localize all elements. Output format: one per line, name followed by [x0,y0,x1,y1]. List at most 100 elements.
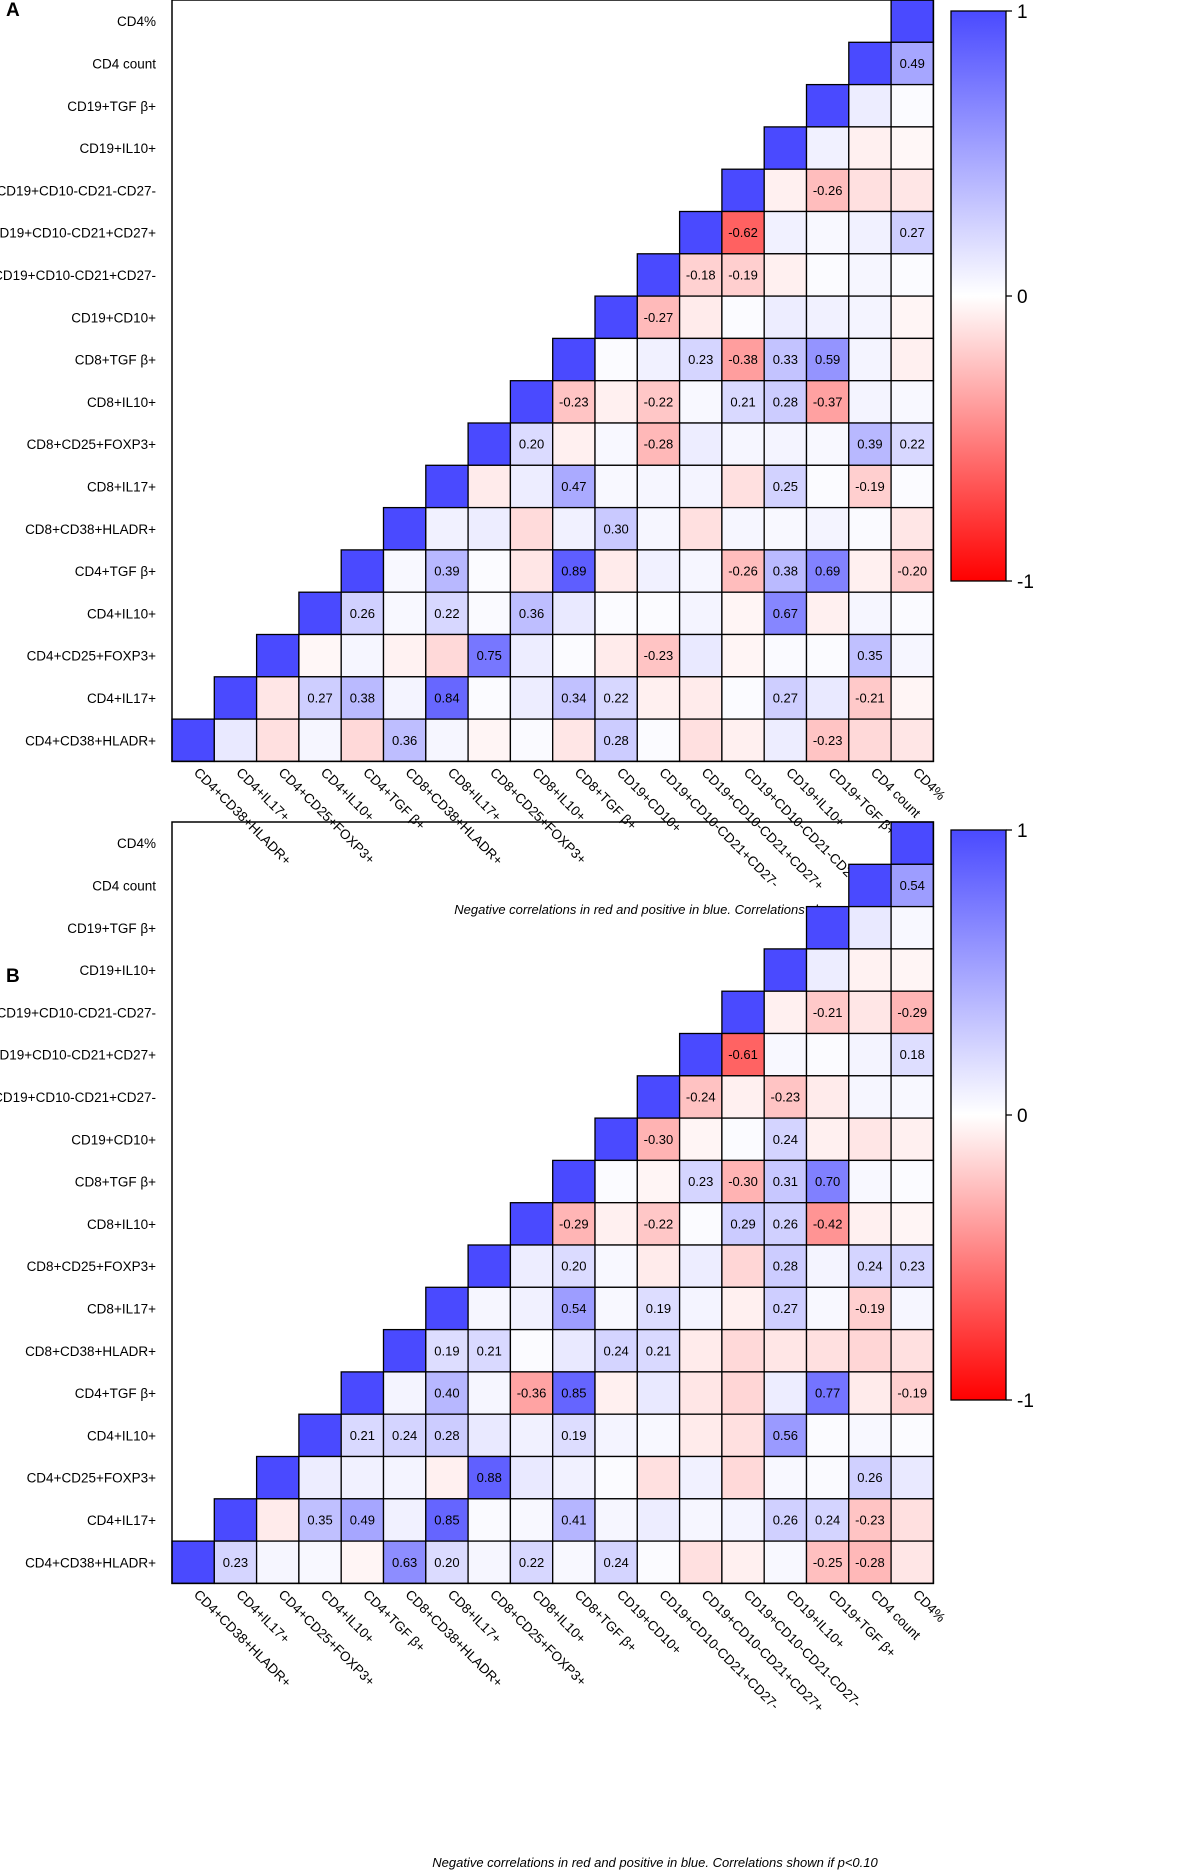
heatmap-cell [678,1455,723,1500]
heatmap-cell [509,1286,554,1331]
heatmap-cell [805,1075,850,1119]
cell-value-label: 0.63 [392,1555,417,1570]
heatmap-cell [890,1159,935,1204]
cell-value-label: -0.29 [897,1005,927,1020]
heatmap-cell [255,633,300,678]
cell-value-label: 0.59 [815,352,840,367]
heatmap-cell [848,253,892,297]
heatmap-cell [171,718,215,763]
cell-value-label: -0.21 [813,1005,843,1020]
heatmap-cell [848,1117,892,1162]
heatmap-cell [763,1075,808,1119]
row-label: CD19+CD10-CD21+CD27+ [0,226,156,241]
cell-value-label: 0.31 [773,1174,798,1189]
column-label: CD4% [910,765,948,803]
heatmap-cell [255,1540,300,1585]
cell-value-label: 0.20 [434,1555,459,1570]
heatmap-cell [509,1244,554,1288]
heatmap-cell [425,1498,469,1542]
row-label: CD4+CD38+HLADR+ [25,733,156,748]
colorbar-tick-label: -1 [1017,572,1034,593]
heatmap-cell [594,1371,638,1415]
heatmap-cell [763,253,808,297]
cell-value-label: 0.24 [815,1512,840,1527]
heatmap-cell [848,633,892,678]
cell-value-label: -0.26 [728,564,758,579]
cell-value-label: 0.49 [350,1512,375,1527]
heatmap-cell [848,1328,892,1373]
heatmap-cell [255,676,300,720]
heatmap-cell [721,676,765,720]
heatmap-cell [509,1328,554,1373]
heatmap-cell [594,549,638,593]
cell-value-label: 0.28 [434,1428,459,1443]
cell-value-label: 0.27 [900,225,925,240]
heatmap-cell [636,464,681,509]
cell-value-label: -0.25 [813,1555,843,1570]
row-label: CD19+CD10+ [71,1132,156,1147]
panel-b-caption: Negative correlations in red and positiv… [432,1855,878,1870]
heatmap-cell [805,1328,850,1373]
heatmap-cell [298,1455,342,1500]
colorbar [950,829,1007,1401]
heatmap-cell [678,506,723,551]
heatmap-cell [509,1498,554,1542]
heatmap-cell [763,1371,808,1415]
heatmap-cell [594,464,638,509]
heatmap-cell [890,506,935,551]
heatmap-cell [425,549,469,593]
heatmap-cell [382,1540,427,1585]
panel-a-label: A [6,0,20,21]
row-label: CD4+CD38+HLADR+ [25,1555,156,1570]
heatmap-cell [594,1244,638,1288]
heatmap-cell [678,210,723,255]
heatmap-cell [848,506,892,551]
heatmap-cell [467,549,512,593]
heatmap-cell [805,1117,850,1162]
panel-a-caption: Negative correlations in red and positiv… [454,902,900,917]
heatmap-cell [848,337,892,382]
heatmap-cell [340,718,385,763]
heatmap-cell [594,337,638,382]
heatmap-cell [509,506,554,551]
cell-value-label: 0.26 [350,606,375,621]
heatmap-cell [636,506,681,551]
heatmap-cell [848,168,892,213]
cell-value-label: -0.23 [855,1512,885,1527]
heatmap-cell [763,168,808,213]
heatmap-cell [805,1244,850,1288]
colorbar-tick-label: 0 [1017,1106,1028,1127]
heatmap-cell [763,1455,808,1500]
heatmap-cell [636,549,681,593]
heatmap-cell [678,591,723,636]
heatmap-cell [678,549,723,593]
heatmap-cell [382,506,427,551]
row-label: CD4+IL10+ [87,606,156,621]
plot-frame [171,821,935,1585]
heatmap-cell [678,633,723,678]
row-label: CD4+IL17+ [87,691,156,706]
heatmap-cell [763,1498,808,1542]
heatmap-cell [678,718,723,763]
heatmap-cell [636,253,681,297]
heatmap-cell [848,1159,892,1204]
heatmap-cell [552,1328,596,1373]
heatmap-cell [890,380,935,424]
heatmap-cell [678,1498,723,1542]
row-label: CD8+IL17+ [87,1301,156,1316]
cell-value-label: -0.19 [855,479,885,494]
heatmap-cell [805,591,850,636]
cell-value-label: -0.26 [813,183,843,198]
heatmap-cell [255,718,300,763]
row-label: CD4% [117,836,156,851]
row-label: CD19+CD10-CD21+CD27+ [0,1048,156,1063]
panel-a: A Negative correlations in red and posit… [6,0,901,917]
heatmap-cell [890,253,935,297]
plot-frame [171,0,935,763]
heatmap-cell [552,591,596,636]
cell-value-label: -0.19 [897,1386,927,1401]
heatmap-cell [382,591,427,636]
cell-value-label: 0.28 [773,1259,798,1274]
heatmap-cell [805,905,850,950]
